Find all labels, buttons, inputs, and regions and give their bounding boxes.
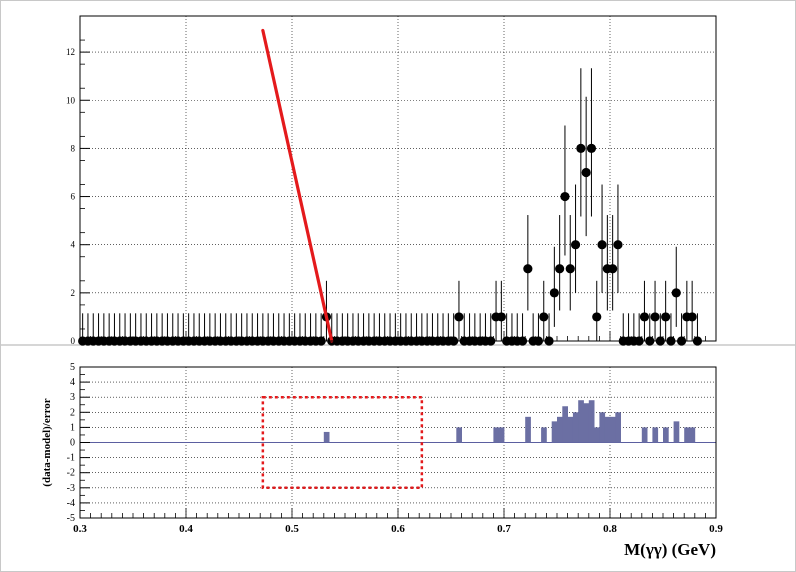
- residual-bar: [578, 400, 584, 443]
- fit-panel: 0 2 4 6 8 10 12: [66, 15, 717, 346]
- residual-bar: [684, 427, 690, 443]
- bottom-y-tick-label: 3: [70, 392, 75, 403]
- residual-bar: [652, 427, 659, 443]
- bottom-y-tick-label: 1: [70, 422, 75, 433]
- data-point: [650, 312, 660, 322]
- x-tick-label: 0.4: [179, 523, 193, 535]
- bottom-y-tick-label: -5: [67, 513, 75, 524]
- residual-bars: [80, 400, 716, 443]
- x-axis-label: M(γγ) (GeV): [624, 540, 716, 559]
- bottom-y-tick-label: 0: [70, 438, 75, 449]
- residual-bar: [567, 416, 574, 443]
- data-point: [496, 312, 506, 322]
- top-y-tick-label: 2: [71, 288, 76, 298]
- highlight-box: [261, 395, 424, 490]
- bottom-y-tick-label: -3: [67, 483, 75, 494]
- data-point: [549, 288, 559, 298]
- x-tick-label: 0.6: [391, 523, 405, 535]
- residual-bar: [498, 427, 505, 443]
- residual-bar: [551, 421, 558, 443]
- data-point: [613, 240, 623, 250]
- bottom-ticks: -5 -4 -3 -2 -1 0 1 2 3 4 5 0.3 0.4 0.5 0.6 0.7 0.8 0.9: [67, 362, 724, 535]
- residual-bar: [604, 416, 611, 443]
- data-point: [581, 167, 591, 178]
- top-y-tick-label: 6: [71, 192, 76, 202]
- data-point: [687, 312, 697, 322]
- residual-bar: [599, 412, 606, 443]
- data-point: [539, 312, 549, 322]
- bottom-plot-frame: [79, 366, 717, 519]
- residual-bar: [610, 416, 616, 443]
- y-axis-label: (data-model)/error: [41, 398, 53, 486]
- top-y-tick-label: 12: [66, 47, 75, 57]
- residual-bar: [588, 400, 595, 443]
- residual-bar: [525, 416, 531, 443]
- top-y-tick-label: 4: [71, 240, 76, 250]
- residual-bar: [493, 427, 500, 443]
- residual-bar: [689, 427, 696, 443]
- bottom-y-tick-label: -1: [67, 453, 75, 464]
- bottom-y-tick-label: 5: [70, 362, 75, 373]
- top-y-tick-label: 8: [71, 143, 76, 153]
- top-grid: [80, 16, 716, 341]
- data-point: [608, 264, 618, 274]
- data-points: [78, 68, 703, 346]
- data-point: [565, 264, 575, 274]
- residual-bar: [583, 403, 590, 443]
- data-point: [523, 264, 533, 274]
- data-point: [454, 312, 464, 322]
- data-point: [576, 143, 586, 154]
- residual-bar: [641, 427, 648, 443]
- top-y-tick-label: 10: [66, 95, 76, 105]
- annotation-box: [261, 395, 424, 490]
- residual-bar: [663, 427, 669, 443]
- x-tick-label: 0.5: [285, 523, 299, 535]
- data-point: [639, 312, 650, 322]
- residual-bar: [615, 412, 621, 443]
- fit-line: [261, 28, 334, 343]
- x-tick-label: 0.3: [73, 523, 87, 535]
- top-y-tick-label: 0: [71, 336, 76, 346]
- residual-panel: -5 -4 -3 -2 -1 0 1 2 3 4 5 0.3 0.4 0.5 0.6 0.7 0.8 0.9 (d…: [41, 362, 723, 559]
- residual-bar: [557, 416, 563, 443]
- residual-bar: [541, 427, 547, 443]
- top-plot-frame: [79, 15, 717, 342]
- data-point: [586, 143, 597, 154]
- bottom-y-tick-label: 2: [70, 407, 75, 418]
- bottom-y-tick-label: -2: [67, 468, 75, 479]
- residual-bar: [594, 427, 600, 443]
- bottom-y-tick-label: -4: [67, 498, 75, 509]
- residual-bar: [572, 412, 579, 443]
- bottom-y-tick-label: 4: [70, 377, 75, 388]
- data-point: [671, 288, 681, 298]
- residual-bar: [673, 421, 680, 443]
- data-point: [570, 240, 581, 250]
- fit-curve: [261, 28, 334, 343]
- data-point: [661, 312, 671, 322]
- x-tick-label: 0.9: [709, 523, 723, 535]
- residual-bar: [323, 431, 330, 443]
- data-point: [555, 264, 565, 274]
- residual-bar: [562, 406, 568, 443]
- data-point: [597, 240, 607, 250]
- data-point: [560, 191, 570, 202]
- x-tick-label: 0.7: [497, 523, 511, 535]
- data-point: [592, 312, 602, 322]
- residual-bar: [456, 427, 462, 443]
- x-tick-label: 0.8: [603, 523, 617, 535]
